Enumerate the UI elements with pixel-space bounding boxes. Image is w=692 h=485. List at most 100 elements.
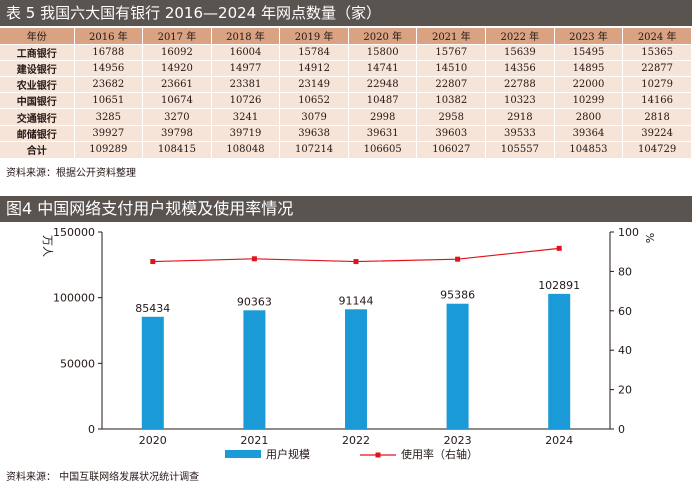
table-row: 建设银行 14956 14920 14977 14912 14741 14510 14356 1… (0, 60, 692, 78)
branch-count-cell: 14920 (142, 60, 212, 78)
y2-tick-label: 20 (618, 384, 632, 397)
bar-user-scale (345, 309, 367, 429)
bank-name-cell: 邮储银行 (0, 125, 75, 142)
branch-count-cell: 14912 (279, 60, 349, 78)
usage-rate-marker (556, 245, 562, 251)
year-header: 2016 年 (74, 28, 144, 45)
year-header: 2020 年 (348, 28, 418, 45)
table-row: 农业银行 23682 23661 23381 23149 22948 22807 22788 2… (0, 76, 692, 94)
branch-count-cell: 23381 (211, 76, 281, 94)
branch-count-cell: 10487 (348, 92, 418, 110)
usage-rate-marker (150, 259, 156, 265)
branch-count-cell: 14510 (416, 60, 487, 78)
branch-count-cell: 104853 (554, 141, 624, 158)
branch-count-cell: 22788 (485, 76, 555, 94)
branch-count-cell: 39631 (348, 125, 418, 142)
bar-data-label: 90363 (237, 295, 272, 308)
year-header: 2023 年 (554, 28, 624, 45)
year-header: 2022 年 (485, 28, 555, 45)
branch-count-cell: 10651 (74, 92, 144, 110)
y2-tick-label: 60 (618, 305, 632, 318)
y-tick-label: 150000 (53, 226, 95, 239)
bar-user-scale (446, 303, 469, 429)
branch-count-cell: 107214 (279, 141, 349, 158)
branch-count-cell: 39927 (74, 125, 144, 142)
branch-count-cell: 39364 (554, 125, 624, 142)
x-tick-label: 2023 (444, 434, 472, 447)
branch-count-cell: 39719 (211, 125, 281, 142)
bank-name-cell: 交通银行 (0, 108, 75, 126)
branch-count-cell: 14956 (74, 60, 144, 78)
bar-user-scale (243, 310, 266, 429)
y2-tick-label: 100 (618, 226, 639, 239)
branch-count-cell: 39603 (416, 125, 487, 142)
year-header: 2021 年 (416, 28, 487, 45)
bar-data-label: 85434 (135, 302, 170, 315)
branch-count-cell: 10299 (554, 92, 624, 110)
x-tick-label: 2020 (139, 434, 167, 447)
branch-count-cell: 3285 (74, 108, 144, 126)
branch-count-cell: 10726 (211, 92, 281, 110)
x-tick-label: 2024 (545, 434, 573, 447)
table-row: 合计 109289 108415 108048 107214 106605 106027 10… (0, 141, 692, 158)
bank-name-cell: 建设银行 (0, 60, 75, 78)
table-source-note: 资料来源：根据公开资料整理 (6, 168, 136, 179)
branch-count-cell: 10674 (142, 92, 212, 110)
branch-count-cell: 108048 (211, 141, 281, 158)
branch-count-cell: 106027 (416, 141, 487, 158)
bar-data-label: 95386 (440, 289, 475, 302)
x-tick-label: 2021 (240, 434, 268, 447)
y2-tick-label: 0 (618, 423, 625, 436)
branch-count-cell: 14895 (554, 60, 624, 78)
branch-count-cell: 15767 (416, 44, 487, 61)
branch-count-cell: 10652 (279, 92, 349, 110)
table-row: 邮储银行 39927 39798 39719 39638 39631 39603 39533 3… (0, 125, 692, 142)
table-header-row: 年份 2016 年 2017 年 2018 年 2019 年 2020 年 20… (0, 28, 692, 45)
y2-tick-label: 80 (618, 265, 632, 278)
branch-count-cell: 15784 (279, 44, 349, 61)
branch-count-cell: 3079 (279, 108, 349, 126)
branch-count-cell: 23149 (279, 76, 349, 94)
branch-count-cell: 2818 (622, 108, 692, 126)
table-row: 工商银行 16788 16092 16004 15784 15800 15767 15639 1… (0, 44, 692, 61)
payment-users-chart: 0 50000 100000 150000 0 20 40 60 80 100 万人 % 85434 90… (41, 226, 656, 461)
table-title: 表 5 我国六大国有银行 2016—2024 年网点数量（家） (0, 0, 692, 26)
branch-count-cell: 23682 (74, 76, 144, 94)
usage-rate-marker (353, 259, 359, 265)
branch-count-cell: 16004 (211, 44, 281, 61)
x-tick-label: 2022 (342, 434, 370, 447)
legend-bar-swatch (225, 450, 261, 458)
figure-title: 图4 中国网络支付用户规模及使用率情况 (0, 196, 692, 222)
table-row: 交通银行 3285 3270 3241 3079 2998 2958 2918 2800 2818 (0, 108, 692, 126)
branch-count-cell: 10323 (485, 92, 555, 110)
bank-name-cell: 农业银行 (0, 76, 75, 94)
branch-count-cell: 39798 (142, 125, 212, 142)
branch-count-cell: 2800 (554, 108, 624, 126)
header-label: 年份 (0, 28, 75, 45)
branch-count-cell: 39533 (485, 125, 555, 142)
bank-name-cell: 中国银行 (0, 92, 75, 110)
branch-count-cell: 15495 (554, 44, 624, 61)
branch-count-cell: 23661 (142, 76, 212, 94)
branch-count-cell: 22877 (622, 60, 692, 78)
bar-data-label: 102891 (538, 279, 580, 292)
branch-count-cell: 2958 (416, 108, 487, 126)
legend-bar-label: 用户规模 (266, 447, 310, 461)
branch-count-cell: 106605 (348, 141, 418, 158)
legend-line-label: 使用率（右轴） (401, 447, 478, 461)
branch-count-cell: 2918 (485, 108, 555, 126)
y2-tick-label: 40 (618, 344, 632, 357)
bank-name-cell: 合计 (0, 141, 75, 158)
branch-count-cell: 3270 (142, 108, 212, 126)
y-tick-label: 50000 (60, 357, 95, 370)
branch-count-cell: 14166 (622, 92, 692, 110)
branch-count-cell: 2998 (348, 108, 418, 126)
y-tick-label: 100000 (53, 292, 95, 305)
branch-count-cell: 15639 (485, 44, 555, 61)
bar-user-scale (548, 293, 571, 429)
y-tick-label: 0 (88, 423, 95, 436)
branch-count-cell: 108415 (142, 141, 212, 158)
branch-count-cell: 3241 (211, 108, 281, 126)
year-header: 2018 年 (211, 28, 281, 45)
branch-count-cell: 16788 (74, 44, 144, 61)
